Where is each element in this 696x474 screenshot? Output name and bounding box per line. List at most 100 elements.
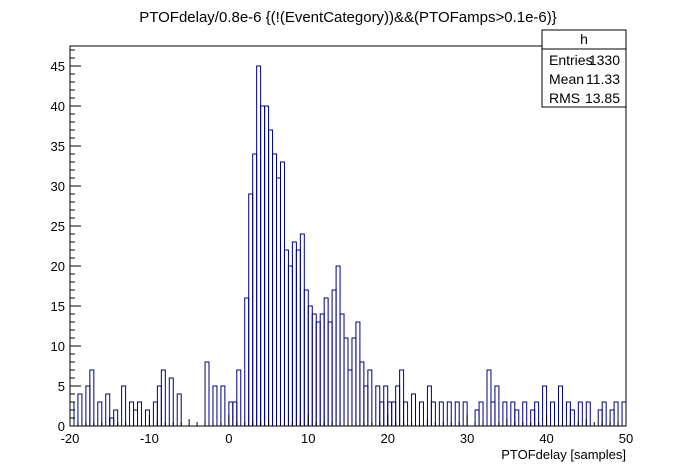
histogram-bin: [534, 401, 540, 427]
x-tick-label: 40: [539, 431, 553, 446]
histogram-bin: [585, 401, 591, 427]
histogram-bin: [399, 369, 405, 427]
histogram-bin: [474, 409, 480, 427]
histogram-bin: [343, 337, 349, 427]
y-tick-label: 40: [51, 99, 65, 114]
y-tick-label: 20: [51, 259, 65, 274]
histogram-bin: [232, 401, 238, 427]
histogram-bin: [391, 401, 397, 427]
histogram-bin: [89, 369, 95, 427]
x-axis: -20 -10 0 10 20 30 40 50: [61, 415, 633, 446]
histogram-bin: [355, 321, 361, 427]
histogram-bin: [137, 401, 142, 427]
histogram-bin: [335, 265, 341, 427]
histogram-bin: [283, 249, 289, 427]
histogram-bin: [113, 409, 119, 427]
histogram-bin: [351, 337, 357, 427]
histogram-bin: [311, 313, 317, 427]
histogram-bin: [248, 193, 254, 427]
histogram-bin: [129, 401, 135, 427]
histogram-bin: [395, 385, 401, 427]
histogram-bin: [613, 401, 619, 427]
stats-entries-label: Entries: [549, 52, 593, 68]
histogram-bin: [85, 385, 91, 427]
histogram-bin: [323, 297, 329, 427]
histogram-bin: [363, 385, 369, 427]
histogram-bin: [514, 409, 520, 427]
x-axis-title: PTOFdelay [samples]: [501, 447, 626, 462]
histogram-bin: [212, 385, 218, 427]
histogram-bin: [446, 401, 452, 427]
histogram-bin: [379, 401, 385, 427]
histogram-bin: [168, 377, 174, 427]
histogram-bin: [260, 105, 266, 427]
histogram-bin: [220, 385, 226, 427]
histogram-bars: [69, 65, 627, 427]
stats-rms-label: RMS: [549, 90, 580, 106]
histogram-bin: [601, 401, 607, 427]
histogram-bin: [387, 401, 393, 427]
histogram-bin: [204, 361, 210, 427]
histogram-bin: [331, 289, 337, 427]
histogram-bin: [252, 153, 258, 427]
histogram-bin: [228, 401, 234, 427]
x-tick-label: 30: [460, 431, 474, 446]
x-tick-label: -10: [140, 431, 159, 446]
histogram-bin: [621, 401, 627, 427]
histogram-bin: [109, 417, 115, 427]
histogram-bin: [542, 385, 548, 427]
y-tick-label: 5: [58, 379, 65, 394]
histogram-bin: [291, 241, 297, 427]
chart-title: PTOFdelay/0.8e-6 {(!(EventCategory))&&(P…: [139, 9, 557, 26]
histogram-bin: [279, 161, 285, 427]
histogram-bin: [565, 401, 571, 427]
x-tick-label: 0: [225, 431, 232, 446]
histogram-bin: [276, 177, 281, 427]
histogram-bin: [295, 249, 301, 427]
histogram-bin: [426, 385, 432, 427]
histogram-bin: [597, 409, 603, 427]
histogram-bin: [502, 401, 508, 427]
histogram-bin: [133, 409, 139, 427]
histogram-bin: [462, 401, 468, 427]
histogram-bin: [577, 401, 583, 427]
histogram-bin: [411, 393, 417, 427]
y-tick-label: 0: [58, 419, 65, 434]
histogram-bin: [557, 385, 563, 427]
histogram-bin: [303, 289, 309, 427]
x-tick-label: 10: [301, 431, 315, 446]
histogram-bin: [478, 401, 484, 427]
histogram-bin: [69, 401, 75, 427]
histogram-bin: [403, 401, 409, 427]
histogram-bin: [105, 393, 111, 427]
histogram-bin: [486, 369, 492, 427]
histogram-bin: [490, 401, 496, 427]
histogram-bin: [256, 65, 262, 427]
stats-mean-label: Mean: [549, 71, 584, 87]
stats-box-title: h: [580, 31, 588, 47]
y-tick-label: 30: [51, 179, 65, 194]
histogram-bin: [319, 313, 325, 427]
stats-rms-value: 13.85: [585, 90, 620, 106]
histogram-bin: [236, 369, 242, 427]
histogram-bin: [327, 321, 333, 427]
histogram-bin: [375, 385, 381, 427]
histogram-bin: [510, 401, 516, 427]
histogram-bin: [347, 369, 353, 427]
stats-box: h Entries 1330 Mean 11.33 RMS 13.85: [541, 29, 627, 108]
histogram-bin: [430, 401, 436, 427]
histogram-bin: [156, 385, 162, 427]
stats-entries-value: 1330: [589, 52, 620, 68]
histogram-bin: [550, 401, 556, 427]
y-tick-label: 45: [51, 59, 65, 74]
histogram-bin: [244, 297, 250, 427]
histogram-bin: [97, 401, 103, 427]
histogram-bin: [494, 385, 500, 427]
histogram-bin: [272, 153, 278, 427]
histogram-bin: [383, 385, 389, 427]
histogram-bin: [609, 409, 615, 427]
x-tick-label: -20: [61, 431, 80, 446]
histogram-bin: [121, 385, 127, 427]
x-tick-label: 20: [380, 431, 394, 446]
